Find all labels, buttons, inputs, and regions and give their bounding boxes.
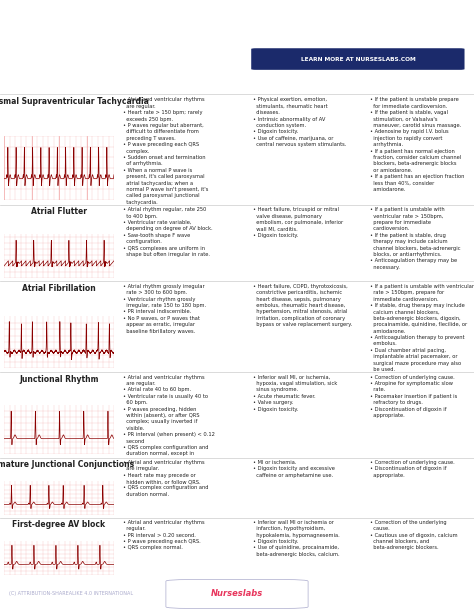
FancyBboxPatch shape (251, 48, 465, 70)
Text: LEARN MORE AT NURSESLABS.COM: LEARN MORE AT NURSESLABS.COM (301, 56, 416, 61)
Text: Description: Description (159, 78, 207, 88)
Text: • Atrial rhythm regular, rate 250
  to 400 bpm.
• Ventricular rate variable,
  d: • Atrial rhythm regular, rate 250 to 400… (123, 207, 213, 257)
Text: • Atrial rhythm grossly irregular
  rate > 300 to 600 bpm.
• Ventricular rhythm : • Atrial rhythm grossly irregular rate >… (123, 284, 206, 333)
Text: • Correction of underlying cause.
• Discontinuation of digoxin if
  appropriate.: • Correction of underlying cause. • Disc… (370, 460, 455, 478)
Text: • MI or ischemia.
• Digoxin toxicity and excessive
  caffeine or amphetamine use: • MI or ischemia. • Digoxin toxicity and… (253, 460, 335, 478)
Text: • Atrial and ventricular rhythms
  are regular.
• Atrial rate 40 to 60 bpm.
• Ve: • Atrial and ventricular rhythms are reg… (123, 375, 215, 463)
Text: • Atrial and ventricular rhythms
  are irregular.
• Heart rate may precede or
  : • Atrial and ventricular rhythms are irr… (123, 460, 209, 497)
Text: • If a patient is unstable with ventricular
  rate > 150bpm, prepare for
  immed: • If a patient is unstable with ventricu… (370, 284, 474, 372)
Text: • If a patient is unstable with
  ventricular rate > 150bpm,
  prepare for immed: • If a patient is unstable with ventricu… (370, 207, 461, 270)
Text: Junctional Rhythm: Junctional Rhythm (19, 375, 99, 384)
FancyBboxPatch shape (166, 580, 308, 608)
Text: • Heart failure, COPD, thyrotoxicosis,
  constrictive pericarditis, ischemic
  h: • Heart failure, COPD, thyrotoxicosis, c… (253, 284, 352, 327)
Text: • Physical exertion, emotion,
  stimulants, rheumatic heart
  diseases.
• Intrin: • Physical exertion, emotion, stimulants… (253, 97, 346, 147)
Text: • Atrial and ventricular rhythms
  are regular.
• Heart rate > 150 bpm; rarely
 : • Atrial and ventricular rhythms are reg… (123, 97, 209, 205)
Text: Causes: Causes (292, 78, 322, 88)
Text: Paroxysmal Supraventricular Tachycardia: Paroxysmal Supraventricular Tachycardia (0, 97, 149, 106)
Text: • Heart failure, tricuspid or mitral
  valve disease, pulmonary
  embolism, cor : • Heart failure, tricuspid or mitral val… (253, 207, 343, 238)
Text: Treatment: Treatment (398, 78, 442, 88)
Text: Arrhythmias: Arrhythmias (33, 78, 85, 88)
Text: • Inferior wall MI, or ischemia,
  hypoxia, vagal stimulation, sick
  sinus synd: • Inferior wall MI, or ischemia, hypoxia… (253, 375, 337, 411)
Text: Premature Junctional Conjunctions: Premature Junctional Conjunctions (0, 460, 135, 469)
Text: • Correction of the underlying
  cause.
• Cautious use of digoxin, calcium
  cha: • Correction of the underlying cause. • … (370, 520, 458, 550)
Text: EKG Interpretation Cheat Sheet: EKG Interpretation Cheat Sheet (26, 17, 448, 41)
Text: • Atrial and ventricular rhythms
  regular.
• PR interval > 0.20 second.
• P wav: • Atrial and ventricular rhythms regular… (123, 520, 205, 550)
Text: Atrial Fibrillation: Atrial Fibrillation (22, 284, 96, 293)
Text: • If the patient is unstable prepare
  for immediate cardioversion.
• If the pat: • If the patient is unstable prepare for… (370, 97, 465, 192)
Text: (C) ATTRIBUTION-SHAREALIKE 4.0 INTERNATIONAL: (C) ATTRIBUTION-SHAREALIKE 4.0 INTERNATI… (9, 592, 134, 596)
Text: • Correction of underlying cause.
• Atropine for symptomatic slow
  rate.
• Pace: • Correction of underlying cause. • Atro… (370, 375, 457, 418)
Text: First-degree AV block: First-degree AV block (12, 520, 106, 529)
Text: • Inferior wall MI or ischemia or
  infarction, hypothyroidism,
  hypokalemia, h: • Inferior wall MI or ischemia or infarc… (253, 520, 339, 557)
Text: NURSESLABS.COM: NURSESLABS.COM (407, 592, 465, 596)
Text: Atrial Flutter: Atrial Flutter (31, 207, 87, 216)
Text: Nurseslabs: Nurseslabs (211, 590, 263, 598)
